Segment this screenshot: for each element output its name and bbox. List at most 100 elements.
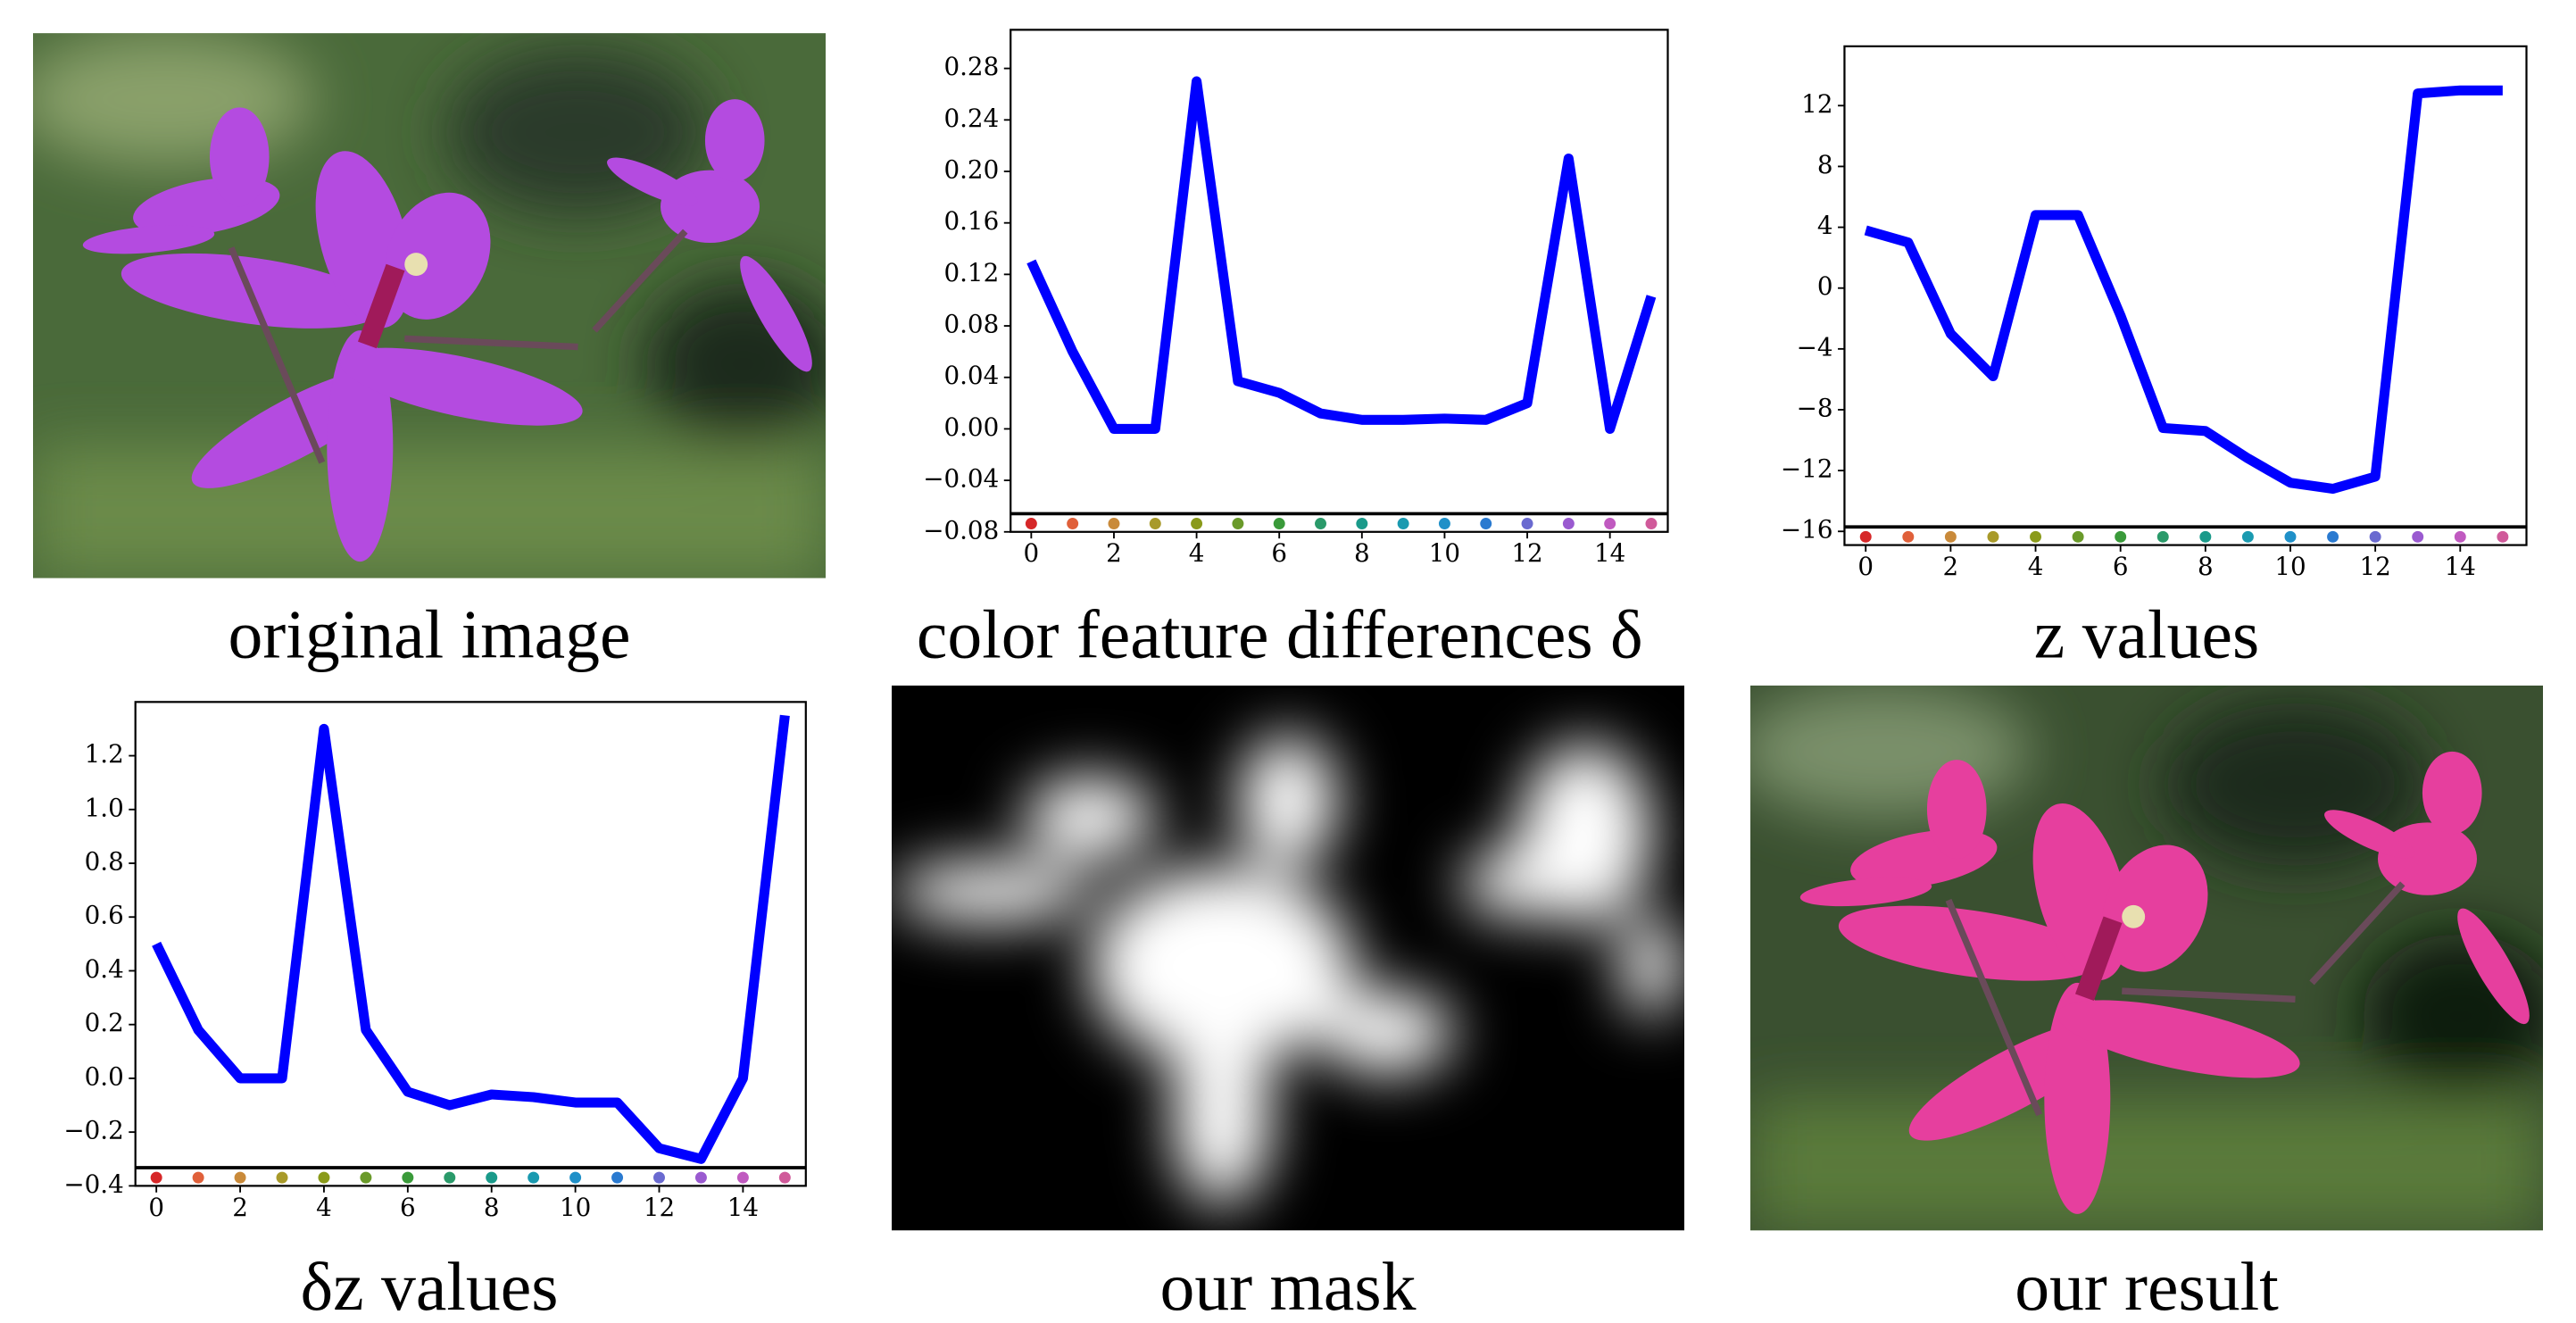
x-tick-label: 10 [560,1193,591,1222]
y-tick-label: 0.04 [943,361,999,390]
data-line [1031,81,1651,429]
y-tick-label: 1.2 [85,739,124,769]
x-marker [2073,531,2084,543]
x-tick-label: 14 [727,1193,759,1222]
x-marker [151,1172,162,1184]
x-tick-label: 14 [1594,538,1625,568]
x-marker [1902,531,1914,543]
x-marker [1356,518,1367,529]
x-marker [1480,518,1492,529]
x-marker [277,1172,288,1184]
y-tick-label: −12 [1781,454,1833,484]
x-marker [1232,518,1243,529]
x-marker [2242,531,2254,543]
x-marker [2199,531,2211,543]
x-marker [486,1172,497,1184]
y-tick-label: 0.28 [943,52,999,81]
data-line [156,715,785,1159]
plot-frame [1010,29,1667,531]
mask-image [892,686,1684,1230]
y-tick-label: 0.6 [85,901,124,930]
x-marker [402,1172,413,1184]
y-tick-label: 0.0 [85,1061,124,1091]
x-tick-label: 10 [2274,552,2306,581]
y-tick-label: 0.4 [85,954,124,984]
result-image [1734,686,2560,1230]
y-tick-label: −4 [1797,332,1833,362]
x-tick-label: 14 [2445,552,2476,581]
x-marker [1026,518,1037,529]
x-marker [1860,531,1872,543]
x-tick-label: 2 [1106,538,1122,568]
x-marker [528,1172,539,1184]
x-tick-label: 8 [484,1193,500,1222]
caption: color feature differences δ [917,595,1643,672]
x-marker [569,1172,581,1184]
caption: original image [229,595,631,672]
x-marker [695,1172,707,1184]
x-marker [1945,531,1957,543]
x-marker [1191,518,1202,529]
x-marker [1398,518,1409,529]
caption: δz values [301,1248,559,1323]
x-marker [2115,531,2126,543]
y-tick-label: 0.24 [943,104,999,133]
data-line [1866,90,2503,488]
x-marker [2370,531,2381,543]
caption: our result [2015,1248,2279,1323]
y-tick-label: 0.2 [85,1008,124,1037]
x-tick-label: 2 [1943,552,1959,581]
x-marker [1150,518,1161,529]
y-tick-label: 1.0 [85,793,124,822]
x-tick-label: 4 [1189,538,1205,568]
x-marker [1646,518,1658,529]
x-tick-label: 8 [1354,538,1370,568]
x-marker [360,1172,371,1184]
x-marker [1987,531,1998,543]
plot-frame [1844,46,2526,545]
x-marker [653,1172,665,1184]
y-tick-label: −0.08 [923,515,999,545]
caption: our mask [1160,1248,1417,1323]
x-tick-label: 10 [1429,538,1460,568]
y-tick-label: 4 [1817,211,1833,240]
x-tick-label: 4 [2028,552,2044,581]
x-marker [2157,531,2169,543]
y-tick-label: −0.2 [63,1116,123,1145]
y-tick-label: 0.16 [943,206,999,236]
x-marker [1108,518,1119,529]
y-tick-label: 0.08 [943,310,999,339]
x-marker [1274,518,1285,529]
y-tick-label: 0.00 [943,412,999,442]
x-tick-label: 8 [2198,552,2214,581]
x-tick-label: 4 [316,1193,332,1222]
x-tick-label: 12 [644,1193,675,1222]
original-image [17,33,843,578]
y-tick-label: 0.12 [943,258,999,287]
y-tick-label: 0.8 [85,847,124,877]
x-marker [611,1172,623,1184]
y-tick-label: 0.20 [943,155,999,185]
figure: original image our mask our result −0.08… [0,0,2576,1323]
x-tick-label: 0 [1024,538,1040,568]
x-marker [1563,518,1575,529]
x-marker [444,1172,455,1184]
page: original image our mask our result −0.08… [0,0,2576,1323]
x-marker [235,1172,246,1184]
y-tick-label: −16 [1781,515,1833,545]
x-marker [2497,531,2508,543]
x-marker [1439,518,1450,529]
plot-frame [136,702,806,1186]
x-marker [2030,531,2041,543]
x-tick-label: 12 [2359,552,2390,581]
x-marker [2412,531,2423,543]
x-marker [2327,531,2339,543]
x-tick-label: 0 [1857,552,1874,581]
x-tick-label: 12 [1511,538,1542,568]
y-tick-label: −0.04 [923,464,999,494]
y-tick-label: 8 [1817,150,1833,179]
x-marker [779,1172,791,1184]
x-tick-label: 0 [148,1193,164,1222]
x-marker [2455,531,2466,543]
x-marker [2285,531,2297,543]
